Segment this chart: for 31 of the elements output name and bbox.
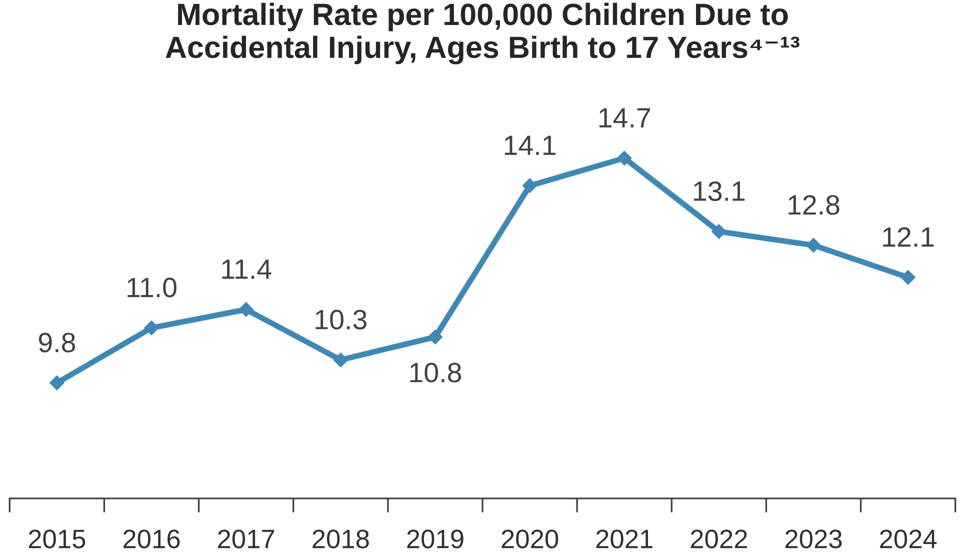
data-label: 10.8 xyxy=(410,362,462,382)
point xyxy=(712,224,726,239)
point xyxy=(50,375,64,390)
x-tick-label: 2015 xyxy=(28,530,86,548)
point xyxy=(428,330,443,344)
data-label: 11.4 xyxy=(222,260,272,279)
point xyxy=(522,178,538,194)
data-label: 14.7 xyxy=(599,108,650,128)
x-tick-label: 2017 xyxy=(218,530,274,548)
x-tick-label: 2021 xyxy=(596,530,652,548)
data-label: 12.1 xyxy=(883,227,934,247)
data-label: 10.3 xyxy=(316,310,366,330)
data-label: 11.0 xyxy=(128,278,176,298)
data-label: 14.1 xyxy=(504,136,556,155)
point xyxy=(900,270,916,285)
data-label: 12.8 xyxy=(788,195,840,215)
point xyxy=(616,150,632,166)
chart-title: Mortality Rate per 100,000 Children Due to Accidental Injury, Ages Birth to 17 Years⁴⁻¹³ xyxy=(166,2,800,64)
x-tick-label: 2023 xyxy=(785,530,842,548)
data-label: 13.1 xyxy=(694,181,745,202)
x-tick-label: 2024 xyxy=(880,530,937,548)
x-tick-label: 2016 xyxy=(123,530,180,548)
point xyxy=(238,302,254,317)
point xyxy=(144,320,159,336)
x-tick-label: 2019 xyxy=(407,530,464,548)
x-tick-label: 2018 xyxy=(312,530,369,548)
x-tick-label: 2020 xyxy=(502,530,558,548)
x-tick-label: 2022 xyxy=(690,530,747,548)
data-label: 9.8 xyxy=(38,332,76,352)
point xyxy=(806,238,821,253)
point xyxy=(333,352,348,368)
